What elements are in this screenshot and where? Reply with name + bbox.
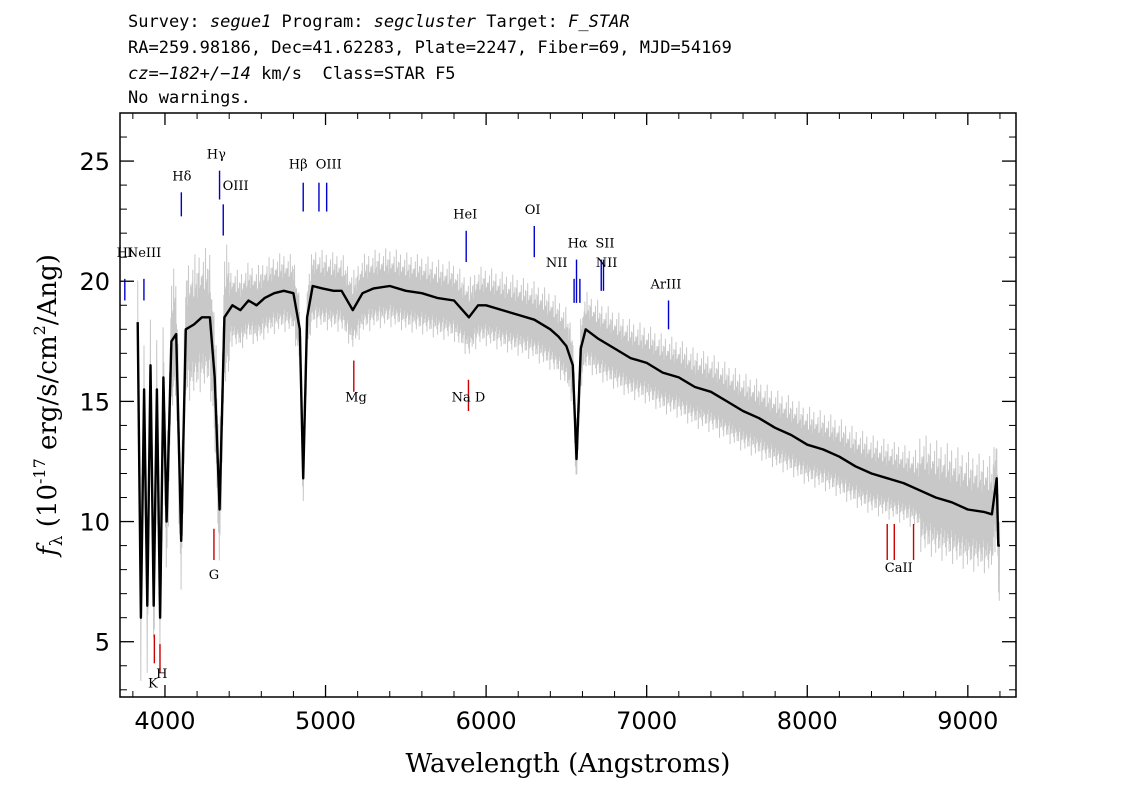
target-label: Target: <box>476 12 569 32</box>
emission-line-label: Hδ <box>172 169 191 184</box>
x-axis-label: Wavelength (Angstroms) <box>406 749 731 779</box>
y-tick-label: 5 <box>95 629 110 657</box>
emission-line-label: ArIII <box>649 277 681 292</box>
absorption-line-label: H <box>156 667 167 682</box>
y-tick-label: 25 <box>79 148 110 176</box>
axis-ticks: 4000 5000 6000 7000 8000 9000 5 10 15 20 25 <box>79 113 1016 735</box>
x-tick-label: 6000 <box>456 707 517 735</box>
target-value: F_STAR <box>568 12 630 32</box>
y-tick-label: 15 <box>79 388 110 416</box>
absorption-line-label: G <box>209 568 219 583</box>
absorption-line-label: Mg <box>345 390 367 405</box>
absorption-line-label: CaII <box>885 561 913 576</box>
emission-line-label: NII <box>546 256 568 271</box>
survey-label: Survey: <box>128 12 210 32</box>
smoothed-spectrum-line <box>136 284 1000 619</box>
survey-value: segue1 <box>209 12 272 32</box>
absorption-line-label: Na D <box>452 390 486 405</box>
x-tick-label: 4000 <box>134 707 195 735</box>
emission-line-label: Hγ <box>207 148 226 163</box>
x-tick-label: 5000 <box>295 707 356 735</box>
emission-line-label: OIII <box>223 179 249 194</box>
program-value: segcluster <box>373 12 477 32</box>
header-line-warnings: No warnings. <box>128 88 251 108</box>
emission-line-label: OI <box>525 203 541 218</box>
plot-frame <box>119 112 1017 698</box>
header-line-survey: Survey: segue1 Program: segcluster Targe… <box>128 10 630 34</box>
emission-line-label: Hα <box>568 237 588 252</box>
cz-label: cz= <box>128 64 159 84</box>
header-line-coordinates: RA=259.98186, Dec=41.62283, Plate=2247, … <box>128 38 732 58</box>
line-marker-layer <box>124 170 915 673</box>
x-tick-label: 8000 <box>777 707 838 735</box>
emission-line-label: Hβ <box>289 157 308 172</box>
emission-line-label: OIII <box>316 157 342 172</box>
y-tick-label: 10 <box>79 509 110 537</box>
absorption-line-label: K <box>148 676 158 691</box>
y-axis-title-text: fλ (10-17 erg/s/cm2/Ang) <box>30 254 67 558</box>
x-tick-label: 7000 <box>616 707 677 735</box>
y-tick-label: 20 <box>79 268 110 296</box>
raw-flux-layer <box>137 244 1001 681</box>
emission-line-label: HeI <box>453 208 477 223</box>
cz-unit-class: km/s Class=STAR F5 <box>250 64 456 84</box>
x-tick-label: 9000 <box>937 707 998 735</box>
header-line-redshift: cz=−182+/−14 km/s Class=STAR F5 <box>128 62 456 86</box>
emission-line-label: NII <box>596 256 618 271</box>
y-axis-label: fλ (10-17 erg/s/cm2/Ang) <box>30 254 67 558</box>
emission-line-label: SII <box>595 237 614 252</box>
cz-value: −182+/−14 <box>158 64 251 84</box>
program-label: Program: <box>271 12 374 32</box>
emission-line-label: NeIII <box>127 246 161 261</box>
raw-flux-line <box>137 244 1001 681</box>
smoothed-spectrum-layer <box>136 284 1000 619</box>
